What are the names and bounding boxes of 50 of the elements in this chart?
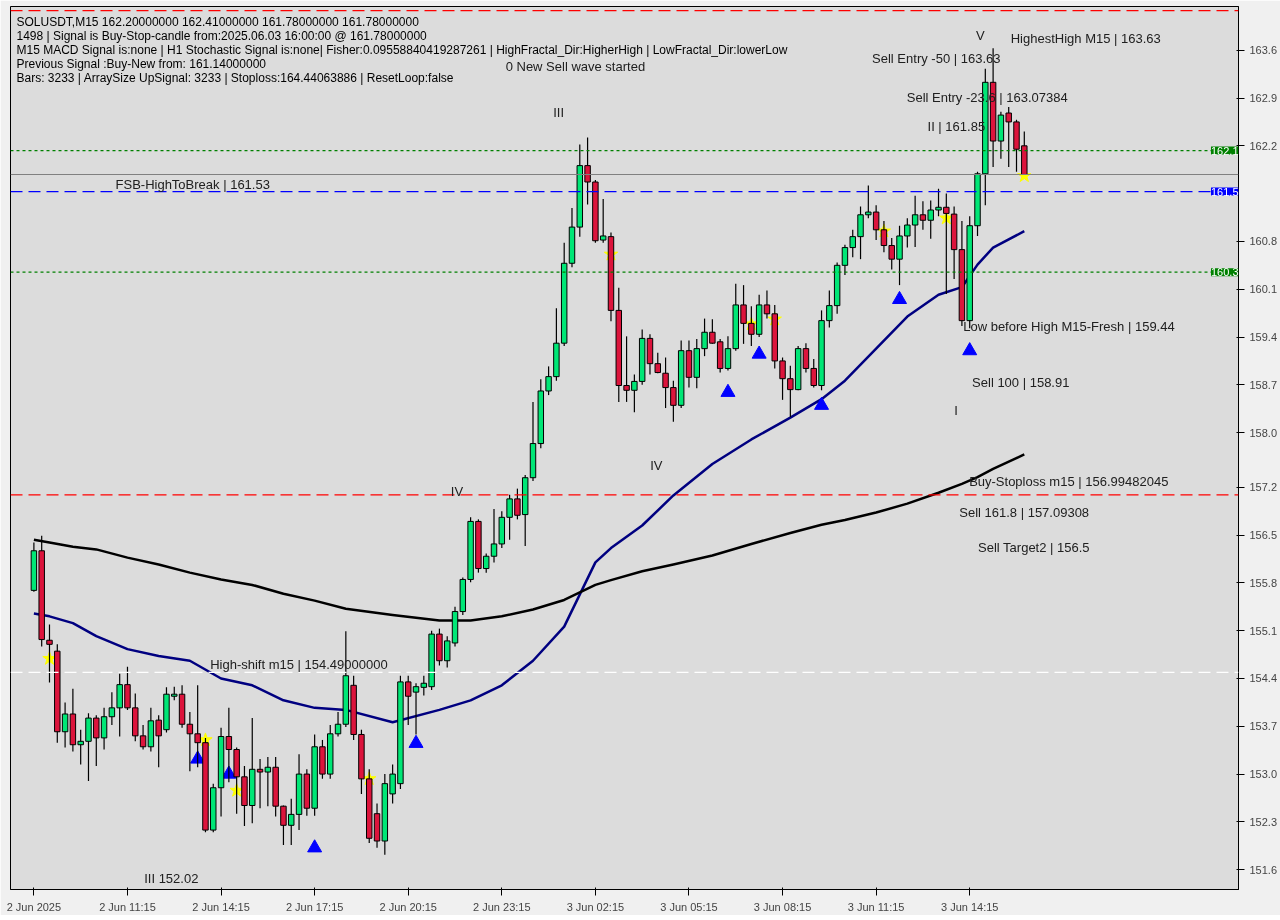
annotation: III bbox=[553, 104, 565, 120]
x-tick-label: 3 Jun 08:15 bbox=[753, 900, 812, 913]
annotation: Buy-Stoploss m15 | 156.99482045 bbox=[969, 473, 1169, 489]
y-tick-label: 156.5 bbox=[1249, 529, 1278, 542]
x-tick-label: 3 Jun 14:15 bbox=[940, 900, 999, 913]
y-tick-label: 152.3 bbox=[1249, 815, 1278, 828]
y-tick-label: 151.6 bbox=[1249, 863, 1278, 876]
y-tick-label: 153.7 bbox=[1249, 720, 1278, 733]
x-tick-label: 2 Jun 23:15 bbox=[473, 900, 531, 913]
y-tick-label: 160.1 bbox=[1249, 283, 1278, 296]
y-tick-label: 162.2 bbox=[1249, 139, 1278, 152]
y-tick-label: 163.6 bbox=[1249, 44, 1278, 57]
x-tick-label: 3 Jun 11:15 bbox=[847, 900, 905, 913]
y-tick-label: 155.1 bbox=[1249, 624, 1278, 637]
y-tick-label: 159.4 bbox=[1249, 331, 1278, 344]
annotation: Sell 100 | 158.91 bbox=[972, 375, 1070, 391]
y-tick-label: 162.9 bbox=[1249, 92, 1278, 105]
y-tick-label: 158.0 bbox=[1249, 426, 1278, 439]
annotation: I bbox=[954, 402, 958, 418]
annotation: IV bbox=[650, 458, 663, 474]
annotation: Sell Target2 | 156.5 bbox=[978, 539, 1090, 555]
annotation: 1498 | Signal is Buy-Stop-candle from:2025.06.03 16:00:00 @ 161.78000000 bbox=[16, 28, 428, 43]
annotation: FSB-HighToBreak | 161.53 bbox=[115, 176, 270, 192]
x-tick-label: 2 Jun 14:15 bbox=[192, 900, 250, 913]
annotation: 0 New Sell wave started bbox=[505, 59, 646, 75]
x-tick-label: 3 Jun 02:15 bbox=[566, 900, 625, 913]
ref-line-label: 161.5 bbox=[1210, 185, 1239, 198]
annotation: IV bbox=[450, 483, 464, 499]
x-tick-label: 2 Jun 11:15 bbox=[99, 900, 156, 913]
y-tick-label: 153.0 bbox=[1249, 768, 1278, 781]
x-tick-label: 2 Jun 20:15 bbox=[379, 900, 437, 913]
annotation: M15 MACD Signal is:none | H1 Stochastic Signal is:none| Fisher:0.09558840419287261 | HighFractal_Dir:HigherHigh | LowFractal_Dir:lowerLow bbox=[16, 42, 788, 57]
annotation: V bbox=[976, 27, 986, 43]
annotation: III 152.02 bbox=[144, 870, 199, 886]
y-tick-label: 155.8 bbox=[1249, 576, 1278, 589]
annotation: SOLUSDT,M15 162.20000000 162.41000000 161.78000000 161.78000000 bbox=[16, 14, 420, 29]
y-tick-label: 160.8 bbox=[1249, 235, 1278, 248]
x-tick-label: 2 Jun 2025 bbox=[6, 900, 62, 913]
y-tick-label: 157.2 bbox=[1249, 481, 1278, 494]
ref-line-label: 162.1 bbox=[1210, 144, 1239, 157]
annotation: Sell 161.8 | 157.09308 bbox=[959, 505, 1090, 521]
ref-line-label: 160.3 bbox=[1210, 266, 1239, 279]
x-tick-label: 3 Jun 05:15 bbox=[660, 900, 718, 913]
x-tick-label: 2 Jun 17:15 bbox=[285, 900, 344, 913]
y-tick-label: 154.4 bbox=[1249, 672, 1278, 685]
annotation: Bars: 3233 | ArraySize UpSignal: 3233 | Stoploss:164.44063886 | ResetLoop:false bbox=[16, 70, 454, 85]
annotation: HighestHigh M15 | 163.63 bbox=[1010, 30, 1161, 46]
annotation: Previous Signal :Buy-New from: 161.14000000 bbox=[16, 56, 267, 71]
annotation: Low before High M15-Fresh | 159.44 bbox=[963, 319, 1175, 335]
y-tick-label: 158.7 bbox=[1249, 378, 1278, 391]
